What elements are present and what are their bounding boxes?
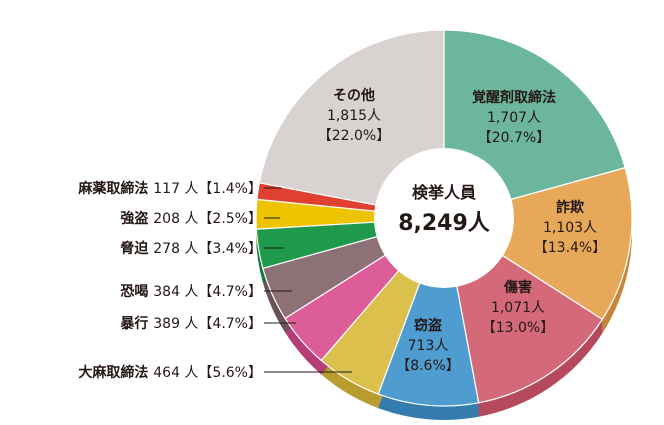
slice-label-1: 詐欺 1,103人【13.4%】 [534,199,606,256]
slice-name: 窃盗 [414,317,443,334]
slice-callout: 暴行 389 人【4.7%】 [119,315,262,332]
slice-label-0: 覚醒剤取締法 1,707人【20.7%】 [472,89,556,146]
slice-label-10: その他 1,815人【22.0%】 [318,87,390,144]
slice-label-9: 麻薬取締法 117 人【1.4%】 [77,180,262,197]
leader-lines [264,187,352,373]
slice-name: 覚醒剤取締法 [472,89,556,106]
slice-callout: 大麻取締法 464 人【5.6%】 [78,364,262,381]
slice-label-6: 恐喝 384 人【4.7%】 [120,284,262,300]
slice-label-3: 窃盗 713人【8.6%】 [396,317,460,374]
slice-callout: 恐喝 384 人【4.7%】 [120,284,262,300]
slice-labels: 覚醒剤取締法 1,707人【20.7%】詐欺 1,103人【13.4%】傷害 1,07… [77,87,606,381]
slice-pct: 【13.0%】 [482,320,554,336]
center-hole [374,148,514,288]
slice-value: 713人 [408,338,449,354]
slice-callout: 脅迫 278 人【3.4%】 [120,240,262,257]
slice-value: 1,071人 [491,300,545,316]
slice-label-2: 傷害 1,071人【13.0%】 [482,279,554,336]
slice-name: その他 [333,87,375,104]
slice-callout: 強盗 208 人【2.5%】 [120,210,262,227]
slice-name: 詐欺 [556,199,584,216]
center-total: 8,249人 [398,211,490,236]
pie-slice-3 [377,215,480,407]
slice-label-5: 暴行 389 人【4.7%】 [119,315,262,332]
slice-label-8: 強盗 208 人【2.5%】 [120,210,262,227]
slice-label-4: 大麻取締法 464 人【5.6%】 [78,364,262,381]
slice-pct: 【20.7%】 [478,130,550,146]
slice-value: 1,815人 [327,108,381,124]
slice-pct: 【8.6%】 [396,358,460,374]
slice-value: 1,707人 [487,110,541,126]
slice-value: 1,103人 [543,220,597,236]
slice-pct: 【13.4%】 [534,240,606,256]
slice-pct: 【22.0%】 [318,128,390,144]
slice-callout: 麻薬取締法 117 人【1.4%】 [77,180,262,197]
slice-label-7: 脅迫 278 人【3.4%】 [120,240,262,257]
slice-name: 傷害 [503,279,532,296]
center-title: 検挙人員 [412,183,476,202]
